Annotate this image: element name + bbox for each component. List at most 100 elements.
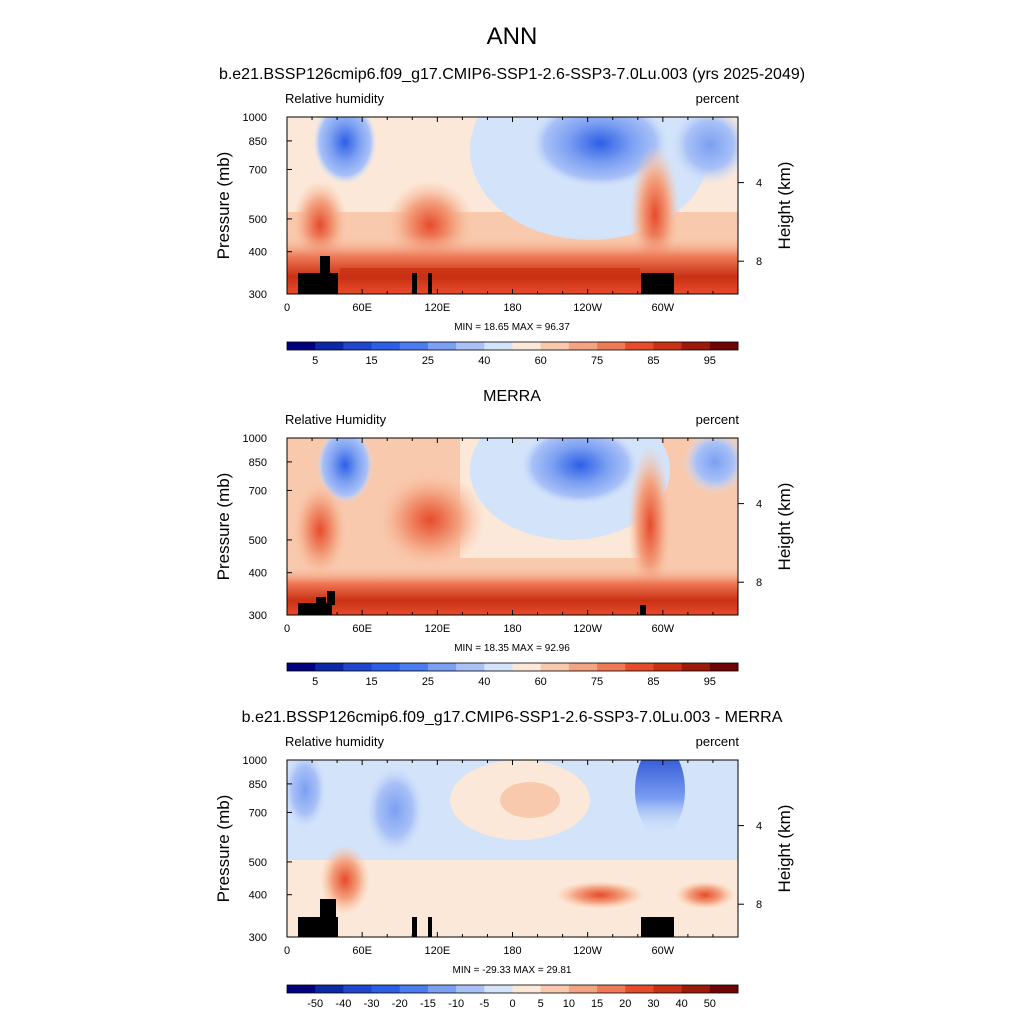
- colorbar-swatch: [371, 985, 401, 993]
- colorbar-swatch: [653, 663, 683, 671]
- colorbar-swatch: [343, 342, 372, 350]
- colorbar-swatch: [625, 985, 654, 993]
- colorbar-label: 85: [647, 676, 659, 688]
- colorbar-label: 10: [563, 998, 575, 1010]
- y2-axis-title: Height (km): [775, 162, 794, 250]
- colorbar-label: 40: [478, 355, 490, 367]
- units-label: percent: [696, 91, 740, 106]
- y-tick-label: 700: [249, 807, 267, 819]
- y-tick-label: 400: [249, 568, 267, 580]
- field-negative-atlantic: [635, 760, 685, 835]
- field-moist-tropics: [292, 480, 348, 580]
- colorbar-swatch: [427, 342, 457, 350]
- axes: 0 60E 120E 180 120W 60W 300 400 500 700 850 1000 8 4 P…: [214, 433, 794, 635]
- colorbar-swatch: [540, 342, 570, 350]
- colorbar-swatch: [512, 663, 542, 671]
- y2-axis-title: Height (km): [775, 805, 794, 893]
- x-tick-label: 60E: [352, 302, 372, 314]
- colorbar-swatch: [315, 342, 344, 350]
- field-dry-pacific-core: [520, 438, 640, 505]
- heatmap-field: [287, 117, 738, 294]
- colorbar: 5 15 25 40 60 75 85 95: [286, 662, 739, 688]
- colorbar-label: 85: [647, 355, 659, 367]
- colorbar-label: 5: [312, 355, 318, 367]
- y-tick-label: 400: [249, 890, 267, 902]
- y2-tick-label: 8: [756, 256, 762, 268]
- y-axis-title: Pressure (mb): [214, 473, 233, 581]
- x-tick-label: 180: [503, 623, 521, 635]
- colorbar-swatch: [681, 663, 711, 671]
- x-tick-label: 60W: [652, 623, 675, 635]
- topography-mask: [298, 899, 674, 937]
- field-positive-upper-core: [500, 782, 560, 818]
- colorbar-swatch: [568, 342, 598, 350]
- y-tick-label: 850: [249, 779, 267, 791]
- colorbar-swatch: [653, 985, 683, 993]
- colorbar-label: 25: [422, 355, 434, 367]
- panel-difference: b.e21.BSSP126cmip6.f09_g17.CMIP6-SSP1-2.…: [214, 709, 794, 1010]
- colorbar-label: 30: [647, 998, 659, 1010]
- field-negative-africa: [287, 760, 327, 830]
- y-tick-label: 700: [249, 164, 267, 176]
- x-tick-label: 180: [503, 945, 521, 957]
- colorbar-swatch: [287, 663, 316, 671]
- axes: 0 60E 120E 180 120W 60W 300 400 500 700 850 1000 8 4 P…: [214, 112, 794, 314]
- y-tick-label: 300: [249, 932, 267, 944]
- field-positive-far-east: [675, 881, 735, 909]
- colorbar-swatch: [399, 663, 429, 671]
- variable-label: Relative Humidity: [285, 412, 387, 427]
- colorbar-label: -30: [364, 998, 380, 1010]
- y2-tick-label: 4: [756, 821, 762, 833]
- colorbar-label: 60: [535, 355, 547, 367]
- colorbar-label: 95: [704, 355, 716, 367]
- colorbar-swatch: [709, 342, 739, 350]
- colorbar-swatch: [568, 985, 598, 993]
- colorbar-swatch: [540, 663, 570, 671]
- x-tick-label: 120W: [573, 945, 602, 957]
- field-moist-amazon: [628, 445, 672, 605]
- field-dry-atlantic: [683, 438, 738, 494]
- colorbar-swatch: [484, 985, 513, 993]
- colorbar-label: 75: [591, 355, 603, 367]
- colorbar-swatch: [371, 663, 401, 671]
- y-tick-label: 500: [249, 214, 267, 226]
- colorbar-swatch: [568, 663, 598, 671]
- colorbar-swatch: [427, 663, 457, 671]
- field-positive-west: [320, 845, 370, 915]
- colorbar-label: -15: [420, 998, 436, 1010]
- x-tick-label: 0: [284, 302, 290, 314]
- y-axis-title: Pressure (mb): [214, 152, 233, 260]
- field-dry-pacific-core: [530, 117, 670, 188]
- colorbar-label: 50: [704, 998, 716, 1010]
- colorbar-swatch: [512, 342, 542, 350]
- colorbar-swatch: [315, 985, 344, 993]
- colorbar-label: 5: [312, 676, 318, 688]
- field-positive-east: [555, 881, 645, 909]
- topography-mask: [298, 256, 674, 294]
- colorbar-label: -5: [479, 998, 489, 1010]
- colorbar-swatch: [597, 985, 626, 993]
- colorbar: 5 15 25 40 60 75 85 95: [286, 341, 739, 367]
- y-tick-label: 300: [249, 289, 267, 301]
- colorbar-swatch: [343, 985, 372, 993]
- colorbar-label: 15: [365, 676, 377, 688]
- colorbar-swatch: [512, 985, 542, 993]
- colorbar-label: 20: [619, 998, 631, 1010]
- colorbar-swatch: [709, 663, 739, 671]
- x-tick-label: 120E: [424, 945, 450, 957]
- colorbar-swatch: [399, 985, 429, 993]
- topography-mask: [298, 591, 646, 615]
- x-tick-label: 60W: [652, 302, 675, 314]
- colorbar-swatch: [625, 663, 654, 671]
- y-axis-title: Pressure (mb): [214, 795, 233, 903]
- x-tick-label: 60W: [652, 945, 675, 957]
- y-tick-label: 850: [249, 136, 267, 148]
- colorbar-swatch: [484, 342, 513, 350]
- colorbar-swatch: [540, 985, 570, 993]
- colorbar-label: 0: [509, 998, 515, 1010]
- colorbar-swatch: [371, 342, 401, 350]
- colorbar-label: 40: [676, 998, 688, 1010]
- colorbar-swatch: [456, 985, 485, 993]
- colorbar-frame: [286, 984, 739, 994]
